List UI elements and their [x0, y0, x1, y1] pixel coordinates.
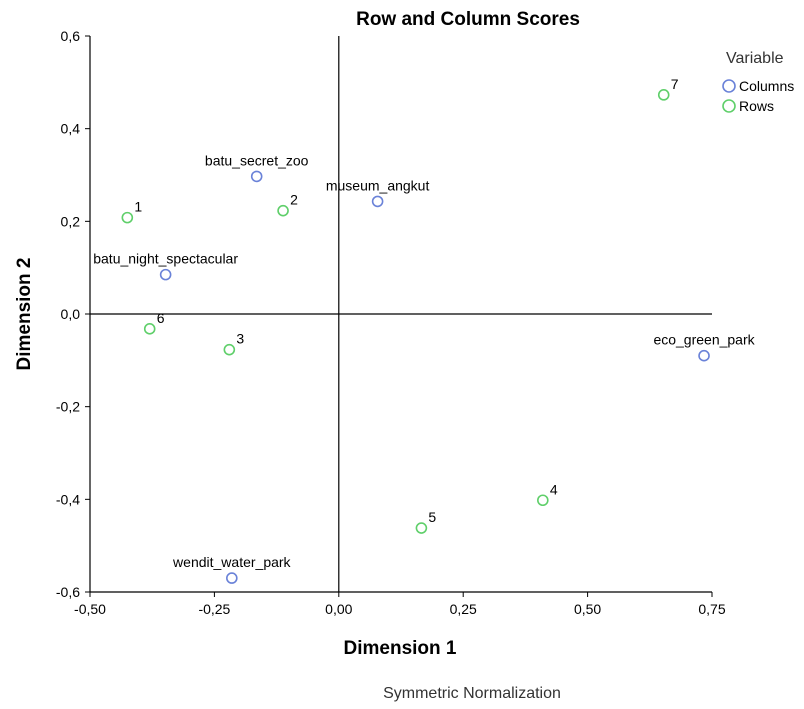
- legend-marker-rows: [722, 99, 736, 113]
- point-marker-rows: [121, 211, 134, 224]
- y-tick-label: 0,6: [61, 28, 81, 44]
- x-tick-label: -0,25: [198, 601, 230, 617]
- legend: Variable Columns Rows: [722, 50, 794, 114]
- point-label: 1: [134, 199, 142, 215]
- legend-marker-columns: [722, 79, 736, 93]
- point-label: wendit_water_park: [172, 554, 292, 570]
- legend-title: Variable: [726, 50, 784, 67]
- legend-entry-label: Rows: [739, 98, 774, 114]
- point-marker-rows: [277, 204, 289, 217]
- point-marker-rows: [537, 494, 549, 507]
- plot-area: -0,50 -0,25 0,00 0,25 0,50 0,75-0,6-0,4-0,20,…: [56, 28, 756, 617]
- y-tick-label: 0,4: [61, 121, 81, 137]
- point-marker-columns: [159, 268, 172, 281]
- x-tick-label: 0,25: [450, 601, 477, 617]
- point-marker-columns: [698, 349, 710, 362]
- point-label: museum_angkut: [326, 177, 430, 193]
- y-tick-label: -0,4: [56, 491, 80, 507]
- x-tick-label: 0,50: [574, 601, 601, 617]
- point-label: 7: [671, 76, 679, 92]
- point-marker-rows: [415, 522, 428, 534]
- point-marker-rows: [223, 343, 236, 356]
- point-marker-columns: [250, 170, 263, 183]
- y-tick-label: -0,6: [56, 584, 80, 600]
- point-marker-rows: [143, 323, 156, 335]
- y-tick-label: 0,2: [61, 213, 81, 229]
- y-axis-label: Dimension 2: [14, 258, 35, 371]
- x-tick-label: 0,75: [698, 601, 725, 617]
- point-marker-columns: [226, 572, 238, 584]
- point-label: eco_green_park: [653, 332, 755, 348]
- legend-entry-label: Columns: [739, 78, 794, 94]
- chart-title: Row and Column Scores: [356, 9, 580, 30]
- point-label: 5: [428, 509, 436, 525]
- point-label: 3: [236, 331, 244, 347]
- normalization-note: Symmetric Normalization: [383, 685, 561, 702]
- point-label: 2: [290, 192, 298, 208]
- point-label: batu_secret_zoo: [205, 152, 309, 168]
- point-label: 6: [157, 310, 165, 326]
- point-label: 4: [550, 481, 558, 497]
- x-tick-label: -0,50: [74, 601, 106, 617]
- x-tick-label: 0,00: [325, 601, 352, 617]
- y-tick-label: -0,2: [56, 399, 80, 415]
- point-marker-columns: [371, 195, 384, 208]
- x-axis-label: Dimension 1: [344, 638, 457, 659]
- point-marker-rows: [657, 89, 670, 101]
- point-label: batu_night_spectacular: [93, 251, 238, 267]
- y-tick-label: 0,0: [61, 306, 81, 322]
